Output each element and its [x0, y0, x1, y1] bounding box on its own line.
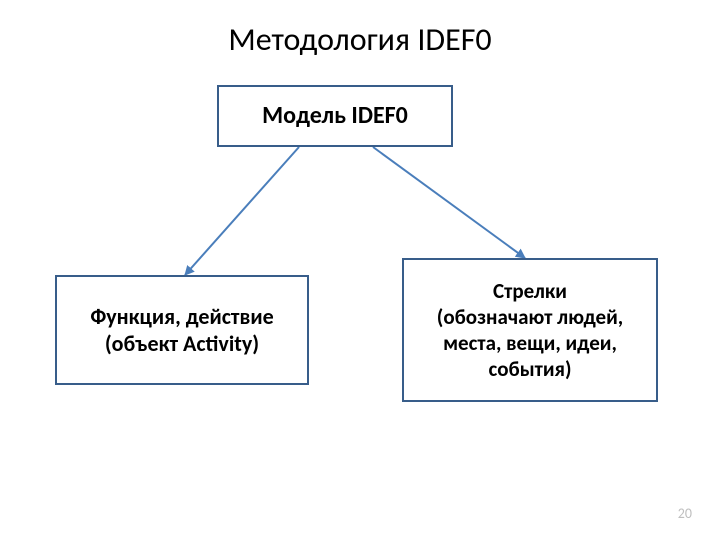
page-title: Методология IDEF0	[0, 20, 720, 59]
diagram-node-right: Стрелки(обозначают людей, места, вещи, и…	[402, 258, 658, 402]
diagram-node-root: Модель IDEF0	[217, 85, 453, 147]
diagram-edge-root-right	[373, 147, 525, 258]
diagram-node-left: Функция, действие(объект Activity)	[55, 275, 309, 385]
diagram-edge-root-left	[185, 147, 299, 275]
page-number: 20	[678, 505, 692, 522]
